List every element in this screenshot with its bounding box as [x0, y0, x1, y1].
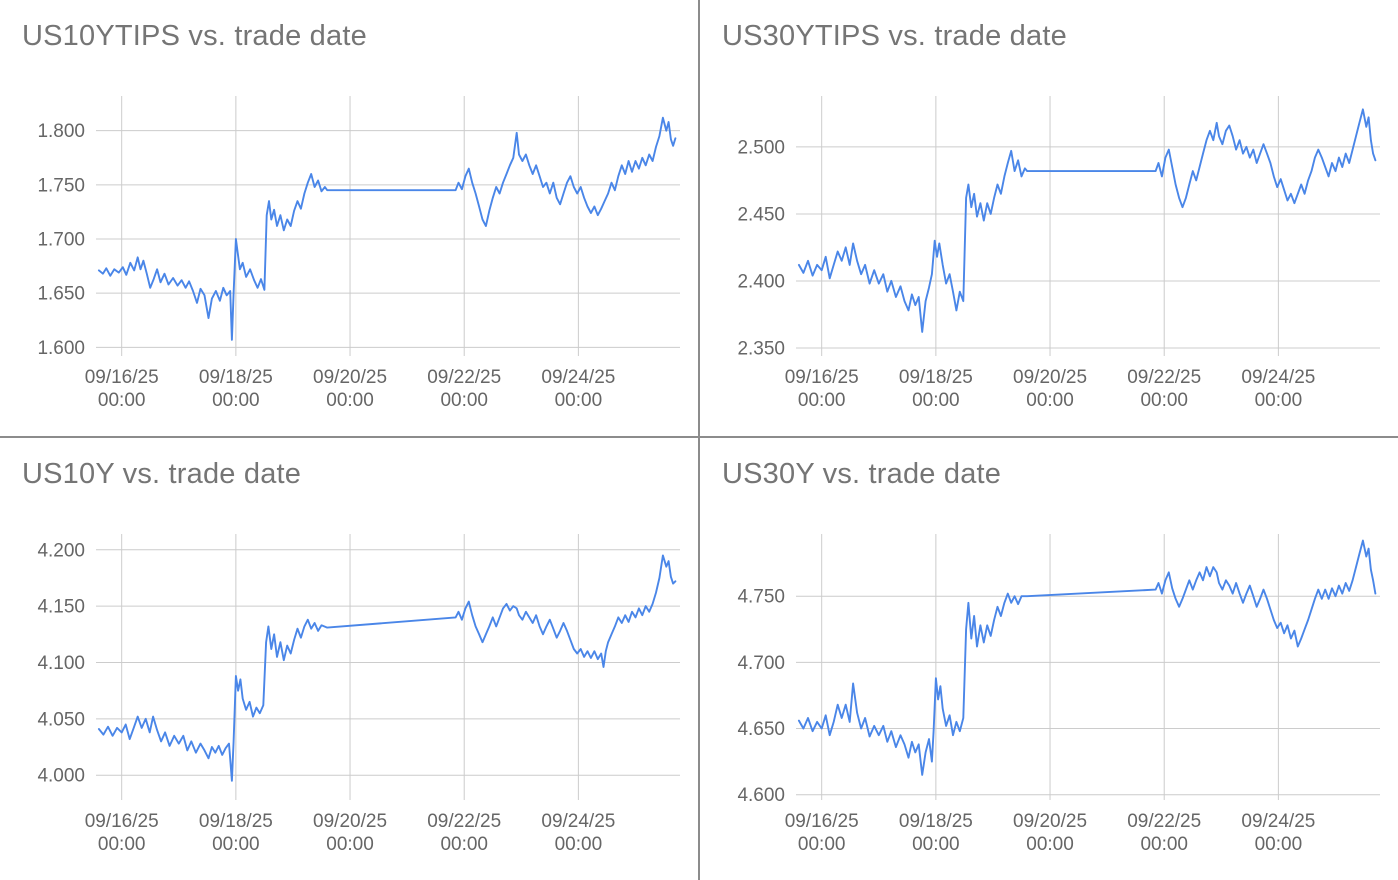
x-tick-label: 00:00 [1026, 390, 1074, 411]
y-tick-label: 1.650 [37, 284, 85, 305]
chart-canvas-us10y[interactable]: 4.0004.0504.1004.1504.20009/16/2500:0009… [0, 438, 698, 880]
x-tick-label: 09/24/25 [1241, 367, 1315, 388]
x-tick-label: 00:00 [798, 834, 846, 855]
x-tick-label: 00:00 [1140, 390, 1188, 411]
x-tick-label: 09/22/25 [427, 367, 501, 388]
series-line [97, 116, 677, 341]
chart-title-us10y: US10Y vs. trade date [22, 458, 302, 490]
x-tick-label: 00:00 [440, 834, 488, 855]
x-tick-label: 00:00 [326, 390, 374, 411]
x-tick-label: 00:00 [1026, 834, 1074, 855]
series-line [797, 108, 1377, 333]
y-tick-label: 4.750 [737, 587, 785, 608]
y-tick-label: 4.150 [37, 597, 85, 618]
x-tick-label: 00:00 [98, 390, 146, 411]
x-tick-label: 00:00 [912, 390, 960, 411]
y-tick-label: 1.600 [37, 338, 85, 359]
x-tick-label: 00:00 [212, 834, 260, 855]
x-tick-label: 00:00 [1255, 834, 1303, 855]
chart-panel-us30ytips: US30YTIPS vs. trade date 2.350 2.400 2.450… [700, 0, 1398, 436]
x-tick-label: 00:00 [555, 390, 603, 411]
x-tick-label: 09/18/25 [899, 367, 973, 388]
x-tick-label: 09/20/25 [1013, 367, 1087, 388]
y-tick-label: 4.650 [737, 719, 785, 740]
series-line [797, 539, 1377, 776]
y-tick-label: 4.200 [37, 540, 85, 561]
y-tick-label: 4.700 [737, 653, 785, 674]
x-tick-label: 09/20/25 [313, 811, 387, 832]
y-tick-label: 4.000 [37, 766, 85, 787]
x-tick-label: 09/16/25 [785, 811, 859, 832]
x-tick-label: 09/18/25 [199, 367, 273, 388]
x-tick-label: 00:00 [1255, 390, 1303, 411]
series-line [97, 554, 677, 782]
y-tick-label: 2.350 [737, 338, 785, 359]
y-tick-label: 1.750 [37, 175, 85, 196]
chart-title-us30ytips: US30YTIPS vs. trade date [722, 20, 1067, 52]
x-tick-label: 00:00 [212, 390, 260, 411]
x-tick-label: 09/24/25 [1241, 811, 1315, 832]
x-tick-label: 09/16/25 [85, 811, 159, 832]
y-tick-label: 2.400 [737, 271, 785, 292]
x-tick-label: 09/18/25 [899, 811, 973, 832]
x-tick-label: 09/24/25 [541, 367, 615, 388]
x-tick-label: 00:00 [440, 390, 488, 411]
x-tick-label: 09/16/25 [85, 367, 159, 388]
chart-canvas-us10ytips[interactable]: 1.6001.6501.7001.7501.80009/16/2500:0009… [0, 0, 698, 436]
x-tick-label: 00:00 [912, 834, 960, 855]
chart-canvas-us30y[interactable]: 4.6004.6504.7004.75009/16/2500:0009/18/2… [700, 438, 1398, 880]
x-tick-label: 09/20/25 [1013, 811, 1087, 832]
chart-title-us30y: US30Y vs. trade date [722, 458, 1002, 490]
x-tick-label: 00:00 [98, 834, 146, 855]
x-tick-label: 00:00 [798, 390, 846, 411]
chart-panel-us10ytips: US10YTIPS vs. trade date 1.600 1.650 1.700… [0, 0, 698, 436]
x-tick-label: 09/22/25 [1127, 811, 1201, 832]
y-tick-label: 2.450 [737, 204, 785, 225]
x-tick-label: 09/18/25 [199, 811, 273, 832]
y-tick-label: 1.700 [37, 230, 85, 251]
x-tick-label: 09/22/25 [1127, 367, 1201, 388]
chart-canvas-us30ytips[interactable]: 2.3502.4002.4502.50009/16/2500:0009/18/2… [700, 0, 1398, 436]
x-tick-label: 00:00 [1140, 834, 1188, 855]
x-tick-label: 00:00 [555, 834, 603, 855]
chart-panel-us10y: US10Y vs. trade date 4.000 4.050 4.100 4.15… [0, 438, 698, 880]
y-tick-label: 4.600 [737, 785, 785, 806]
x-tick-label: 09/16/25 [785, 367, 859, 388]
x-tick-label: 00:00 [326, 834, 374, 855]
x-tick-label: 09/20/25 [313, 367, 387, 388]
y-tick-label: 2.500 [737, 137, 785, 158]
chart-panel-us30y: US30Y vs. trade date 4.600 4.650 4.700 4.75… [700, 438, 1398, 880]
y-tick-label: 1.800 [37, 121, 85, 142]
y-tick-label: 4.050 [37, 709, 85, 730]
chart-title-us10ytips: US10YTIPS vs. trade date [22, 20, 367, 52]
x-tick-label: 09/24/25 [541, 811, 615, 832]
y-tick-label: 4.100 [37, 653, 85, 674]
x-tick-label: 09/22/25 [427, 811, 501, 832]
